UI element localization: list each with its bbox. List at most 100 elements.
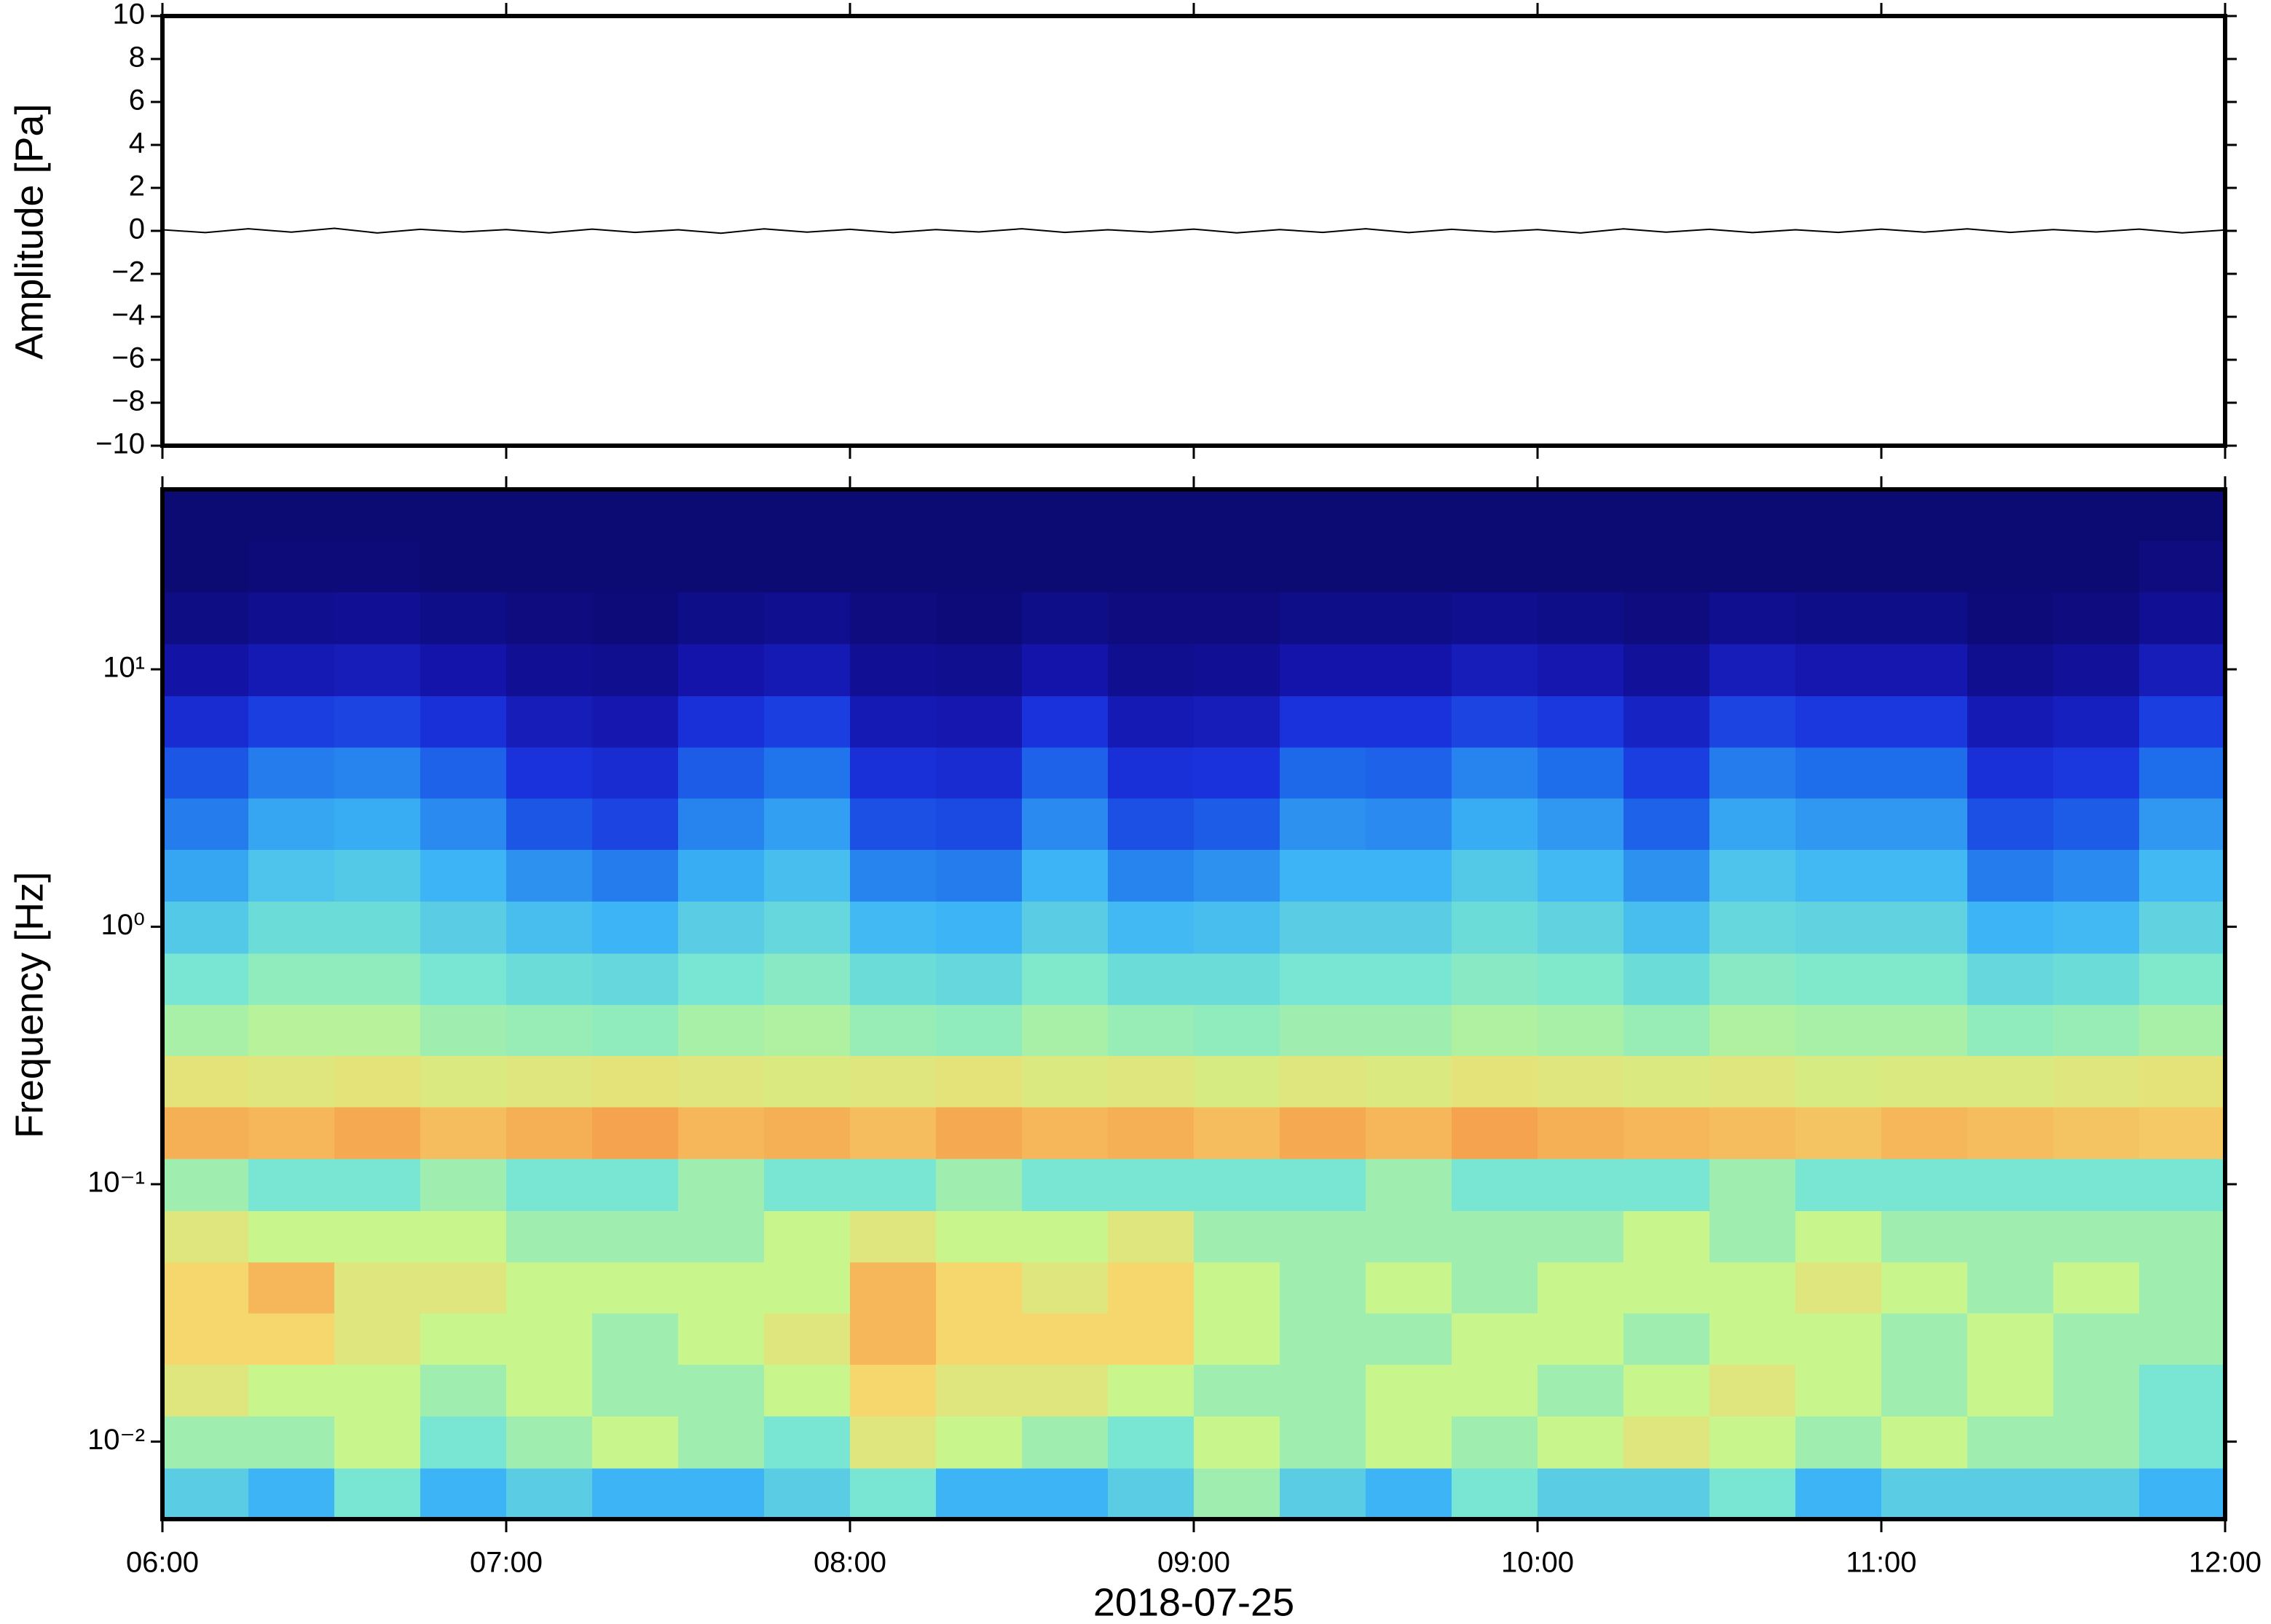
spectrogram-cell — [1280, 540, 1366, 593]
y-tick-label: −10 — [95, 428, 145, 460]
spectrogram-cell — [2053, 1467, 2140, 1520]
spectrogram-cell — [1623, 849, 1710, 902]
spectrogram-cell — [334, 1004, 421, 1057]
spectrogram-cell — [850, 591, 937, 645]
spectrogram-cell — [764, 797, 851, 850]
spectrogram-cell — [1709, 1106, 1796, 1159]
spectrogram-cell — [420, 1158, 507, 1212]
spectrogram-cell — [506, 901, 593, 954]
spectrogram-cell — [1108, 746, 1194, 799]
spectrogram-cell — [248, 1312, 335, 1365]
spectrogram-cell — [1452, 1004, 1538, 1057]
spectrogram-cell — [1022, 643, 1109, 697]
spectrogram-cell — [764, 1055, 851, 1108]
spectrogram-cell — [678, 1158, 765, 1212]
spectrogram-cell — [420, 643, 507, 697]
spectrogram-cell — [1452, 1364, 1538, 1416]
spectrogram-cell — [764, 489, 851, 542]
spectrogram-cell — [1538, 591, 1624, 645]
spectrogram-cell — [2053, 953, 2140, 1005]
spectrogram-cell — [1538, 746, 1624, 799]
spectrogram-cell — [1452, 953, 1538, 1005]
spectrogram-cell — [1709, 1004, 1796, 1057]
spectrogram-cell — [2053, 489, 2140, 542]
spectrogram-cell — [1280, 1312, 1366, 1365]
spectrogram-cell — [1452, 1210, 1538, 1263]
spectrogram-cell — [1194, 643, 1280, 697]
spectrogram-cell — [1194, 849, 1280, 902]
spectrogram-cell — [506, 1312, 593, 1365]
spectrogram-cell — [1709, 695, 1796, 748]
spectrogram-cell — [1795, 849, 1882, 902]
spectrogram-cell — [420, 1467, 507, 1520]
spectrogram-cell — [1280, 591, 1366, 645]
spectrogram-cell — [1623, 1055, 1710, 1108]
spectrogram-cell — [1709, 1364, 1796, 1416]
spectrogram-cell — [678, 489, 765, 542]
spectrogram-cell — [506, 489, 593, 542]
spectrogram-cell — [1623, 1364, 1710, 1416]
spectrogram-cell — [678, 540, 765, 593]
spectrogram-cell — [162, 1416, 249, 1469]
spectrogram-cell — [2139, 1210, 2226, 1263]
spectrogram-cell — [1795, 489, 1882, 542]
spectrogram-cell — [2053, 1055, 2140, 1108]
spectrogram-cell — [1194, 489, 1280, 542]
spectrogram-cell — [764, 643, 851, 697]
spectrogram-cell — [1795, 695, 1882, 748]
spectrogram-cell — [592, 901, 679, 954]
spectrogram-cell — [420, 1106, 507, 1159]
spectrogram-cell — [506, 953, 593, 1005]
spectrogram-cell — [2053, 1261, 2140, 1314]
spectrogram-cell — [1452, 746, 1538, 799]
spectrogram-cell — [764, 1158, 851, 1212]
spectrogram-cell — [1623, 1210, 1710, 1263]
y-tick-label: 8 — [129, 42, 145, 74]
spectrogram-cell — [1881, 1055, 1968, 1108]
y-tick-label: −8 — [111, 385, 145, 417]
spectrogram-cell — [1967, 746, 2054, 799]
spectrogram-cell — [1194, 1158, 1280, 1212]
spectrogram-cell — [850, 1416, 937, 1469]
spectrogram-cell — [850, 1210, 937, 1263]
spectrogram-cell — [1452, 1106, 1538, 1159]
spectrogram-cell — [1366, 953, 1452, 1005]
spectrogram-cell — [1881, 1106, 1968, 1159]
spectrogram-cell — [1366, 797, 1452, 850]
spectrogram-cell — [1795, 1210, 1882, 1263]
spectrogram-cell — [1194, 901, 1280, 954]
spectrogram-cell — [2139, 643, 2226, 697]
spectrogram-cell — [1538, 849, 1624, 902]
spectrogram-cell — [592, 1312, 679, 1365]
spectrogram-cell — [1538, 1364, 1624, 1416]
spectrogram-cell — [678, 953, 765, 1005]
spectrogram-cell — [506, 1055, 593, 1108]
spectrogram-cell — [850, 643, 937, 697]
spectrogram-cell — [1108, 849, 1194, 902]
spectrogram-cell — [936, 1416, 1023, 1469]
spectrogram-cell — [162, 695, 249, 748]
spectrogram-cell — [1623, 489, 1710, 542]
y-tick-label: 4 — [129, 127, 145, 159]
spectrogram-cell — [1795, 953, 1882, 1005]
spectrogram-cell — [592, 643, 679, 697]
spectrogram-cell — [1366, 1416, 1452, 1469]
spectrogram-cell — [1280, 1210, 1366, 1263]
spectrogram-cell — [1881, 1004, 1968, 1057]
spectrogram-cell — [1538, 797, 1624, 850]
spectrogram-cell — [1194, 1364, 1280, 1416]
spectrogram-cell — [1967, 643, 2054, 697]
spectrogram-cell — [1538, 695, 1624, 748]
spectrogram-cell — [506, 1158, 593, 1212]
spectrogram-cell — [1194, 953, 1280, 1005]
spectrogram-cell — [248, 489, 335, 542]
spectrogram-cell — [2139, 1416, 2226, 1469]
spectrogram-cell — [1967, 1106, 2054, 1159]
spectrogram-cell — [592, 540, 679, 593]
spectrogram-cell — [936, 1106, 1023, 1159]
spectrogram-cell — [334, 849, 421, 902]
spectrogram-cell — [936, 849, 1023, 902]
spectrogram-cell — [592, 1055, 679, 1108]
spectrogram-cell — [1108, 1106, 1194, 1159]
spectrogram-cell — [334, 1210, 421, 1263]
